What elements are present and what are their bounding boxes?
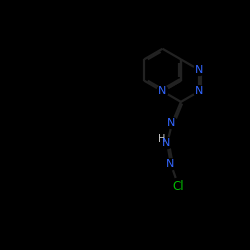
Circle shape (162, 138, 173, 148)
Circle shape (167, 118, 178, 128)
Text: N: N (195, 65, 203, 75)
Circle shape (166, 159, 176, 170)
Text: N: N (158, 86, 167, 96)
Circle shape (194, 86, 205, 97)
Circle shape (171, 178, 186, 193)
Text: N: N (167, 118, 175, 128)
Text: N: N (162, 138, 170, 148)
Text: H: H (158, 134, 165, 143)
Text: N: N (195, 86, 203, 96)
Text: N: N (166, 160, 174, 170)
Circle shape (157, 86, 168, 97)
Text: Cl: Cl (172, 180, 184, 194)
Circle shape (157, 86, 168, 97)
Circle shape (194, 64, 205, 76)
